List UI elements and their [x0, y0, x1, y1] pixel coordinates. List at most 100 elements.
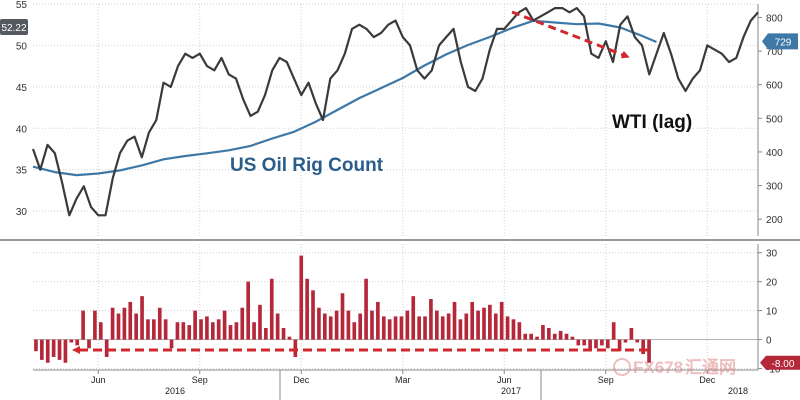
left-tick-label-3: 45 — [16, 83, 28, 94]
bar-81 — [511, 319, 516, 340]
bottom-panel: -10 0 10 20 30 -8.00 — [33, 244, 800, 376]
bar-83 — [523, 333, 528, 340]
bar-39 — [264, 328, 268, 340]
bar-57 — [370, 310, 374, 340]
bar-41 — [275, 313, 280, 340]
bar-16 — [128, 301, 133, 340]
left-tick-label-5: 55 — [16, 0, 28, 11]
bar-31 — [216, 319, 221, 340]
bar-72 — [458, 319, 463, 340]
left-tick-label-4: 50 — [16, 41, 28, 52]
bar-62 — [399, 316, 404, 340]
bar-0 — [34, 339, 38, 352]
bar-35 — [240, 307, 245, 340]
bar-88 — [552, 333, 557, 340]
x-axis: Jun Sep Dec Mar Jun Sep Dec 2016 2017 2018 — [33, 369, 758, 400]
bar-99 — [617, 339, 622, 352]
bar-40 — [269, 278, 274, 340]
wti-tag-bg — [0, 19, 28, 36]
bar-30 — [210, 322, 215, 340]
bar-44 — [293, 339, 298, 357]
right-tick-label-3: 500 — [766, 114, 783, 125]
bar-80 — [505, 316, 510, 340]
bar-38 — [258, 304, 262, 340]
top-panel: 30 35 40 45 50 55 200 300 400 500 600 700 800 US Oi… — [0, 0, 798, 236]
x-month-label-2: Dec — [293, 375, 310, 385]
bar-102 — [635, 339, 640, 343]
x-month-label-1: Sep — [192, 375, 208, 385]
x-year-label-2: 2018 — [728, 386, 748, 396]
bar-103 — [641, 339, 645, 355]
bar-33 — [228, 325, 233, 340]
bar-48 — [317, 307, 321, 340]
bar-53 — [346, 310, 351, 340]
bar-94 — [588, 339, 592, 352]
x-month-label-3: Mar — [395, 375, 411, 385]
bar-32 — [222, 310, 227, 340]
bar-29 — [205, 316, 209, 340]
bar-tag-text: -8.00 — [772, 359, 795, 370]
weekly-change-bars — [34, 255, 651, 363]
bar-1 — [40, 339, 44, 360]
bottom-tick-label-3: 20 — [766, 278, 778, 289]
bar-91 — [570, 336, 575, 340]
bar-21 — [157, 307, 162, 340]
bar-8 — [81, 310, 85, 340]
bar-19 — [146, 319, 150, 340]
bar-71 — [452, 301, 457, 340]
watermark-text-cjk: 汇通网 — [685, 358, 736, 377]
top-grid — [33, 3, 758, 236]
bar-97 — [605, 339, 610, 349]
bar-82 — [517, 322, 522, 340]
right-tick-label-6: 800 — [766, 13, 783, 24]
bar-65 — [417, 316, 421, 340]
bar-tag-bg — [760, 355, 800, 370]
x-month-label-5: Sep — [598, 375, 614, 385]
rig-count-series — [32, 19, 657, 177]
bar-77 — [488, 304, 492, 340]
right-tick-label-5: 700 — [766, 47, 783, 58]
bar-10 — [93, 310, 97, 340]
bar-67 — [429, 299, 433, 340]
x-year-label-1: 2017 — [501, 386, 521, 396]
bar-4 — [57, 339, 62, 360]
bar-86 — [541, 325, 545, 340]
right-tick-label-4: 600 — [766, 81, 783, 92]
x-year-label-0: 2016 — [165, 386, 185, 396]
bar-47 — [311, 290, 315, 340]
bar-76 — [482, 307, 486, 340]
bar-2 — [45, 339, 50, 363]
wti-label: WTI (lag) — [612, 112, 692, 133]
left-tick-label-1: 35 — [16, 166, 28, 177]
bottom-tick-label-1: 0 — [766, 336, 772, 347]
decline-arrow — [511, 10, 630, 59]
bar-11 — [98, 322, 103, 340]
rig-tag-text: 729 — [775, 37, 792, 48]
wti-tag-text: 52.22 — [1, 23, 26, 34]
bar-87 — [547, 328, 551, 340]
bar-49 — [322, 313, 327, 340]
bar-5 — [63, 339, 68, 363]
wti-series — [31, 7, 759, 217]
watermark-text-latin: FX678 — [633, 358, 683, 377]
bar-26 — [187, 325, 192, 340]
watermark-logo-icon — [613, 358, 631, 376]
bar-51 — [334, 310, 339, 340]
bar-84 — [529, 333, 533, 340]
wti-last-value-tag: 52.22 — [0, 19, 28, 36]
decline-arrow-line — [511, 10, 630, 59]
bar-42 — [281, 328, 286, 340]
bar-46 — [305, 278, 309, 340]
bar-69 — [440, 316, 445, 340]
rig-tag-bg — [762, 33, 798, 50]
bar-79 — [499, 301, 504, 340]
bar-28 — [199, 319, 203, 340]
bar-61 — [393, 316, 398, 340]
bar-89 — [558, 330, 563, 340]
rig-count-line — [32, 19, 657, 177]
bar-13 — [110, 307, 115, 340]
bar-20 — [152, 319, 156, 340]
bar-15 — [122, 307, 127, 340]
